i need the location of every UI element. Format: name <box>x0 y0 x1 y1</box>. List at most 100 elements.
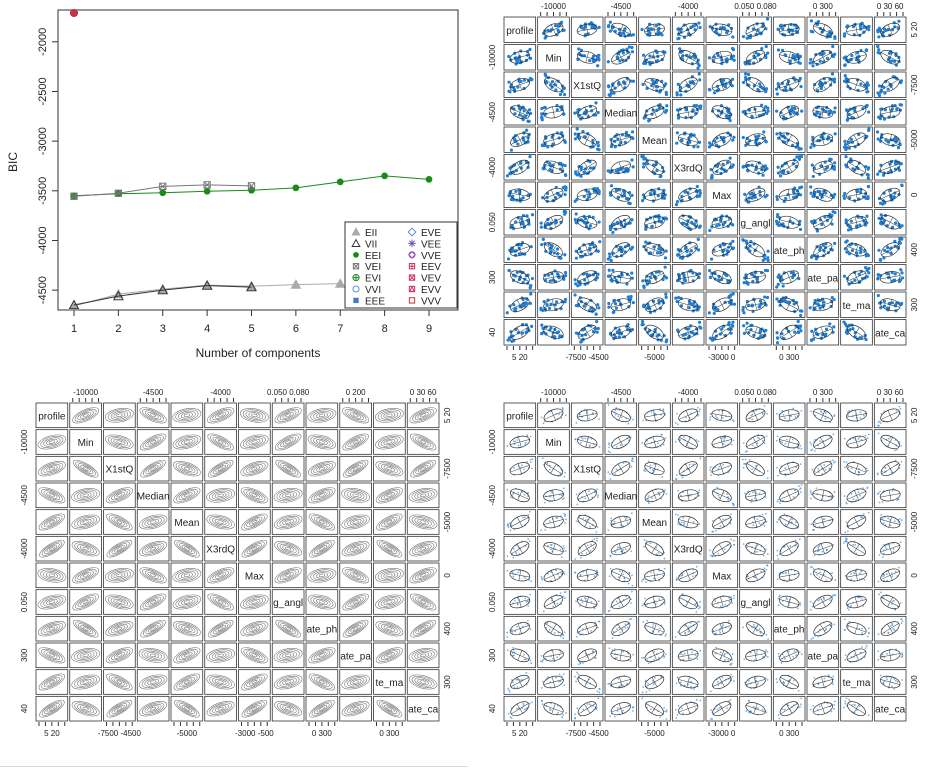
contour-line <box>420 626 426 631</box>
data-point <box>821 412 824 415</box>
contour-line <box>181 465 193 472</box>
data-point <box>850 115 854 119</box>
contour-line <box>172 461 201 477</box>
matrix-cell <box>305 509 339 535</box>
contour-line <box>318 600 325 604</box>
cluster-ellipse <box>611 215 631 230</box>
cell-frame <box>69 695 102 722</box>
data-point <box>848 196 852 200</box>
data-point <box>814 257 818 261</box>
contour-line <box>386 440 393 444</box>
contour-line <box>142 461 164 476</box>
data-point <box>614 409 617 412</box>
data-point <box>887 51 892 55</box>
contour-line <box>352 440 359 444</box>
contour-line <box>344 702 367 715</box>
matrix-cell <box>35 482 69 509</box>
contour-set <box>71 514 100 530</box>
data-point <box>776 336 780 340</box>
data-point <box>714 415 717 417</box>
data-point <box>822 300 826 304</box>
data-point <box>799 329 803 333</box>
cell-frame <box>305 429 339 455</box>
data-point <box>784 295 788 300</box>
data-point <box>514 139 518 143</box>
matrix-cell <box>271 429 305 455</box>
data-point <box>573 278 577 282</box>
data-point <box>657 298 661 303</box>
data-point <box>879 213 883 217</box>
contour-line <box>111 490 128 501</box>
data-point <box>877 84 882 88</box>
contour-line <box>43 623 61 634</box>
contour-line <box>383 625 396 632</box>
bottom-axis <box>38 722 66 726</box>
data-point <box>609 144 614 149</box>
data-point <box>683 337 687 341</box>
data-point <box>855 251 859 255</box>
data-point <box>755 409 758 412</box>
data-point <box>764 44 768 49</box>
contour-line <box>207 433 234 451</box>
data-point <box>616 137 620 141</box>
data-point <box>509 148 514 152</box>
contour-line <box>76 490 95 500</box>
contour-line <box>217 440 224 444</box>
cluster-ellipse <box>778 409 800 422</box>
cluster-ellipse <box>711 105 732 120</box>
contour-set <box>241 539 268 558</box>
data-point <box>685 249 689 254</box>
data-point <box>559 20 564 24</box>
contour-set <box>39 699 65 718</box>
contour-line <box>46 625 58 632</box>
contour-line <box>77 570 94 581</box>
contour-line <box>383 465 396 472</box>
data-point <box>528 47 532 52</box>
contour-line <box>215 438 227 446</box>
contour-line <box>307 408 337 423</box>
contour-line <box>383 572 396 579</box>
data-point <box>778 216 782 220</box>
data-point <box>555 247 560 251</box>
data-point <box>742 324 746 328</box>
matrix-cell <box>806 319 840 346</box>
matrix-cell <box>739 44 772 71</box>
contour-line <box>116 600 123 604</box>
contour-line <box>412 621 434 636</box>
cluster-ellipse <box>543 325 564 339</box>
data-point <box>591 166 596 170</box>
contour-set <box>307 594 337 610</box>
contour-line <box>417 598 429 606</box>
contour-line <box>142 595 164 609</box>
contour-line <box>420 546 427 551</box>
matrix-cell <box>406 669 440 695</box>
contour-line <box>342 459 369 478</box>
contour-set <box>139 593 167 611</box>
cluster-ellipse <box>712 297 732 312</box>
data-point <box>782 170 786 175</box>
ellipse-axis <box>752 189 759 200</box>
contour-set <box>105 621 134 637</box>
contour-line <box>279 490 297 500</box>
contour-set <box>71 648 101 663</box>
matrix-cell <box>339 429 372 455</box>
contour-line <box>184 706 190 711</box>
bottom-axis <box>573 346 601 350</box>
matrix-cell <box>806 291 840 318</box>
contour-line <box>240 647 268 664</box>
cluster-ellipse <box>745 106 766 119</box>
cell-frame <box>170 509 204 535</box>
contour-line <box>176 701 198 716</box>
contour-line <box>347 703 365 714</box>
right-tick-label: -7500 <box>910 74 919 95</box>
data-point <box>717 278 721 282</box>
cluster-ellipse <box>812 22 833 37</box>
contour-line <box>72 619 99 638</box>
data-point <box>833 241 837 246</box>
contour-line <box>313 676 330 688</box>
contour-line <box>178 463 196 474</box>
ellipse-axis <box>653 189 656 201</box>
data-point <box>529 245 533 249</box>
contour-line <box>307 461 336 477</box>
contour-set <box>240 434 269 450</box>
